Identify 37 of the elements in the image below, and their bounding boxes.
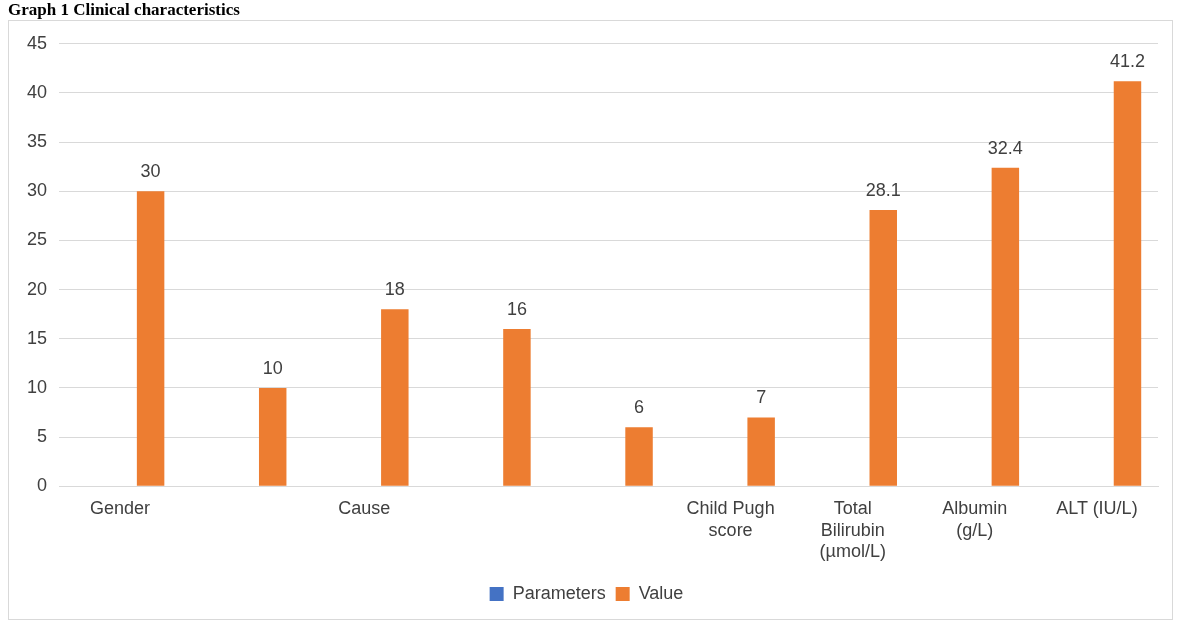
data-label: 6 [634, 397, 645, 418]
x-tick-label: Total Bilirubin (µmol/L) [819, 497, 886, 562]
data-label: 18 [384, 279, 405, 300]
bar [136, 191, 165, 486]
y-tick-label: 20 [26, 278, 48, 299]
data-label: 16 [506, 298, 527, 319]
bar [747, 417, 775, 486]
bar [1113, 81, 1142, 486]
y-tick-label: 5 [37, 426, 48, 447]
legend-label: Parameters [512, 582, 606, 603]
x-tick-label: Gender [90, 497, 151, 518]
y-tick-label: 30 [26, 180, 48, 201]
bar [991, 167, 1020, 486]
legend-label: Value [638, 582, 684, 603]
y-tick-label: 10 [26, 376, 48, 397]
y-tick-label: 25 [26, 229, 48, 250]
x-tick-label: Cause [338, 497, 391, 518]
data-label: 10 [262, 357, 283, 378]
data-label: 32.4 [987, 137, 1023, 158]
bar [381, 309, 409, 486]
y-tick-label: 45 [26, 32, 48, 53]
bar [503, 328, 531, 486]
x-tick-label: Albumin (g/L) [942, 497, 1008, 540]
bar [625, 427, 653, 486]
y-tick-label: 0 [37, 475, 48, 496]
y-tick-label: 40 [26, 81, 48, 102]
y-tick-label: 15 [26, 327, 48, 348]
x-tick-label: ALT (IU/L) [1056, 497, 1138, 518]
bar [258, 387, 287, 486]
bar [869, 209, 897, 486]
data-label: 41.2 [1109, 51, 1145, 72]
data-label: 7 [756, 387, 767, 408]
x-tick-label: Child Pugh score [686, 497, 775, 540]
data-label: 28.1 [865, 179, 901, 200]
chart-title: Graph 1 Clinical characteristics [8, 0, 241, 20]
y-tick-label: 35 [26, 131, 48, 152]
data-label: 30 [140, 161, 161, 182]
